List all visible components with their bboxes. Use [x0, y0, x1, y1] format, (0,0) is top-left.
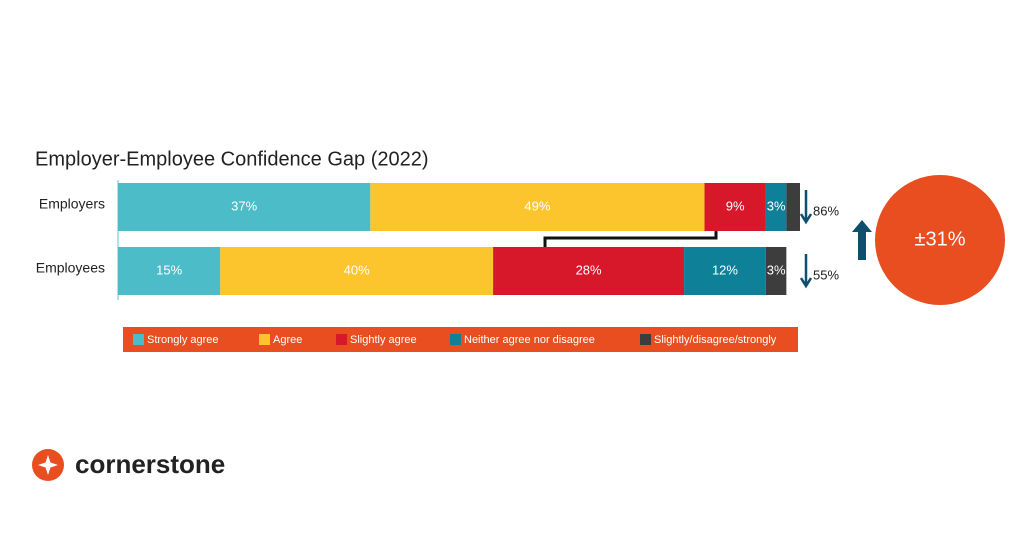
value-label: 12%	[712, 262, 738, 277]
connector	[543, 231, 718, 247]
value-label: 9%	[726, 198, 745, 213]
gap-label: ±31%	[914, 228, 965, 250]
legend-swatch	[640, 334, 651, 345]
legend-label: Neither agree nor disagree	[464, 334, 595, 346]
logo-text: cornerstone	[75, 449, 225, 479]
value-label: 28%	[576, 262, 602, 277]
bar-segment	[765, 247, 787, 295]
down-arrow	[799, 254, 813, 289]
total-label: 86%	[813, 203, 839, 218]
bar-segment	[684, 247, 766, 295]
value-label: 15%	[156, 262, 182, 277]
value-label: 3%	[767, 262, 786, 277]
category-label: Employers	[39, 196, 105, 212]
legend-label: Strongly agree	[147, 334, 219, 346]
legend-swatch	[336, 334, 347, 345]
legend-label: Slightly/disagree/strongly	[654, 334, 777, 346]
bar-segment	[786, 183, 800, 231]
value-label: 37%	[231, 198, 257, 213]
bar-segment	[704, 183, 766, 231]
gap-circle	[875, 175, 1005, 305]
value-label: 49%	[524, 198, 550, 213]
bar-segment	[370, 183, 705, 231]
bar-segment	[118, 247, 221, 295]
legend-swatch	[450, 334, 461, 345]
bar-segment	[220, 247, 494, 295]
legend-label: Slightly agree	[350, 334, 417, 346]
chart-title: Employer-Employee Confidence Gap (2022)	[35, 148, 429, 170]
value-label: 40%	[344, 262, 370, 277]
legend-swatch	[133, 334, 144, 345]
total-label: 55%	[813, 267, 839, 282]
category-label: Employees	[36, 260, 105, 276]
legend-swatch	[259, 334, 270, 345]
bar-segment	[118, 183, 371, 231]
down-arrow	[799, 190, 813, 225]
bar-segment	[765, 183, 787, 231]
up-arrow	[852, 220, 872, 260]
value-label: 3%	[767, 198, 786, 213]
logo-star	[38, 455, 58, 475]
bar-segment	[493, 247, 685, 295]
logo: cornerstone	[32, 449, 225, 481]
legend-label: Agree	[273, 334, 302, 346]
